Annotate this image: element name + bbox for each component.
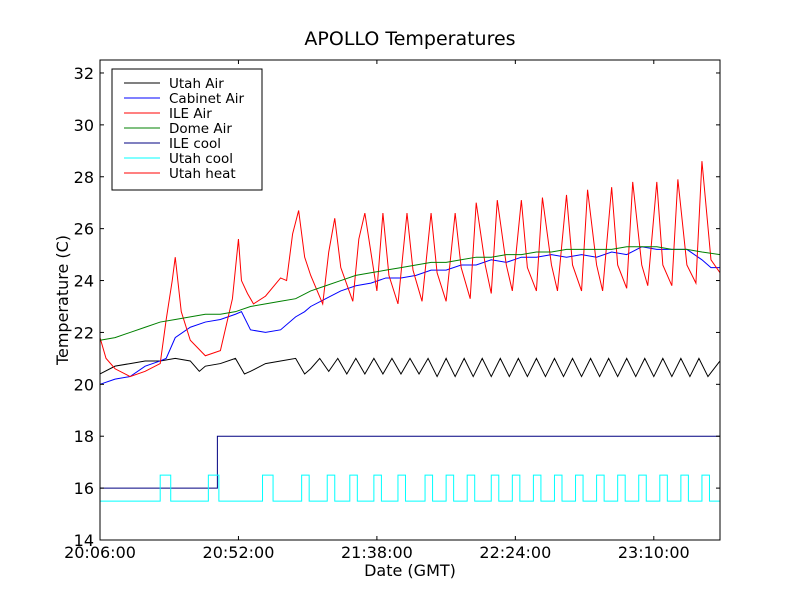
series-line-cabinet-air <box>99 246 720 385</box>
y-tick-label: 20 <box>74 375 94 394</box>
legend-label: ILE Air <box>169 106 212 122</box>
y-tick-label: 18 <box>74 427 94 446</box>
series-group <box>99 161 721 502</box>
series-line-ile-air <box>99 161 721 378</box>
series-line-ile-cool <box>100 435 720 489</box>
legend-box <box>111 68 263 191</box>
y-axis-label: Temperature (C) <box>53 235 72 366</box>
x-tick-label: 20:06:00 <box>64 543 136 562</box>
x-axis-label: Date (GMT) <box>364 561 456 580</box>
plot-frame <box>99 59 721 541</box>
x-tick-label: 20:52:00 <box>203 543 275 562</box>
x-tick-label: 22:24:00 <box>479 543 551 562</box>
chart-title: APOLLO Temperatures <box>304 28 515 50</box>
legend-label: ILE cool <box>169 136 221 152</box>
y-tick-label: 24 <box>74 272 94 291</box>
legend-label: Utah heat <box>169 166 236 182</box>
axis-ticks: 14 16 18 20 22 24 26 28 30 32 20:06:00 20:52:00 21:3… <box>64 60 720 562</box>
legend-label: Cabinet Air <box>169 91 244 107</box>
x-tick-label: 21:38:00 <box>341 543 413 562</box>
y-tick-label: 26 <box>74 220 94 239</box>
x-tick-label: 23:10:00 <box>618 543 690 562</box>
legend-label: Utah Air <box>169 76 224 92</box>
y-tick-label: 14 <box>74 531 94 550</box>
y-tick-label: 30 <box>74 116 94 135</box>
y-tick-label: 16 <box>74 479 94 498</box>
legend-label: Dome Air <box>169 121 232 137</box>
legend-label: Utah cool <box>169 151 233 167</box>
y-tick-label: 22 <box>74 323 94 342</box>
y-tick-label: 28 <box>74 168 94 187</box>
series-line-utah-air <box>99 357 721 378</box>
series-line-utah-cool <box>100 474 720 502</box>
y-tick-label: 32 <box>74 64 94 83</box>
series-line-dome-air <box>99 246 721 341</box>
